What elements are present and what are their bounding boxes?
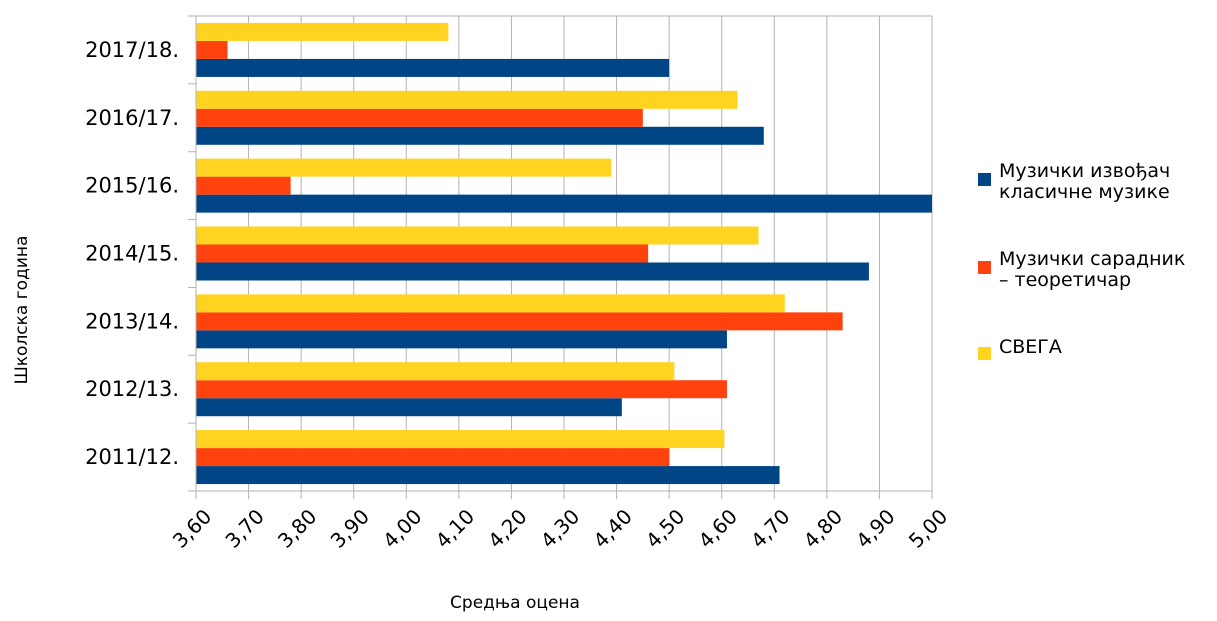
legend-label: класичне музике xyxy=(999,181,1170,203)
bar-201213-series-1 xyxy=(196,398,622,417)
x-tick-label: 4,50 xyxy=(641,504,689,552)
legend-swatch xyxy=(978,173,991,186)
bar-201112-series-3 xyxy=(196,430,725,449)
y-tick-labels: 2011/12. 2012/13. 2013/14. 2014/15. 2015/16.… xyxy=(85,38,179,469)
bar-201516-series-3 xyxy=(196,158,612,177)
bar-201213-series-2 xyxy=(196,380,727,399)
bar-201415-series-3 xyxy=(196,226,759,245)
legend-label: СВЕГА xyxy=(999,336,1062,358)
bar-201617-series-3 xyxy=(196,90,738,109)
y-tick-label: 2017/18. xyxy=(85,38,179,62)
bar-201516-series-2 xyxy=(196,176,291,195)
legend-swatch xyxy=(978,347,991,360)
legend-label: – теоретичар xyxy=(999,269,1131,291)
bar-201516-series-1 xyxy=(196,194,932,213)
x-tick-label: 3,60 xyxy=(168,504,216,552)
bars xyxy=(196,22,932,485)
bar-201718-series-2 xyxy=(196,40,228,59)
bar-201617-series-1 xyxy=(196,126,764,145)
x-axis-title: Средња оцена xyxy=(450,593,580,613)
legend-swatch xyxy=(978,261,991,274)
bar-201415-series-2 xyxy=(196,244,649,263)
x-tick-label: 4,40 xyxy=(588,504,636,552)
y-tick-label: 2014/15. xyxy=(85,242,179,266)
x-tick-label: 4,00 xyxy=(378,504,426,552)
x-tick-label: 4,30 xyxy=(536,504,584,552)
axes xyxy=(188,15,933,499)
x-tick-label: 3,70 xyxy=(220,504,268,552)
y-tick-label: 2013/14. xyxy=(85,309,179,333)
bar-201314-series-3 xyxy=(196,294,785,313)
bar-201314-series-1 xyxy=(196,330,727,349)
x-tick-labels: 3,60 3,70 3,80 3,90 4,00 4,10 4,20 4,30 4,40 4,50… xyxy=(168,504,952,552)
x-tick-label: 4,20 xyxy=(483,504,531,552)
x-tick-label: 3,80 xyxy=(273,504,321,552)
bar-201112-series-2 xyxy=(196,448,670,467)
bar-201213-series-3 xyxy=(196,362,675,381)
bar-201314-series-2 xyxy=(196,312,843,331)
legend-label: Музички сарадник xyxy=(999,248,1185,270)
bar-201718-series-3 xyxy=(196,22,449,41)
bar-201617-series-2 xyxy=(196,108,643,127)
y-tick-label: 2011/12. xyxy=(85,445,179,469)
bar-201112-series-1 xyxy=(196,466,780,485)
y-tick-label: 2015/16. xyxy=(85,174,179,198)
x-tick-label: 4,90 xyxy=(851,504,899,552)
x-tick-label: 4,60 xyxy=(694,504,742,552)
x-tick-label: 4,80 xyxy=(799,504,847,552)
x-tick-label: 4,10 xyxy=(431,504,479,552)
x-tick-label: 3,90 xyxy=(326,504,374,552)
x-tick-label: 5,00 xyxy=(904,504,952,552)
x-tick-label: 4,70 xyxy=(746,504,794,552)
y-tick-label: 2012/13. xyxy=(85,377,179,401)
y-axis-title: Школска година xyxy=(12,236,32,385)
y-tick-label: 2016/17. xyxy=(85,106,179,130)
legend-label: Музички извођач xyxy=(999,160,1170,182)
bar-201415-series-1 xyxy=(196,262,869,281)
bar-201718-series-1 xyxy=(196,58,670,77)
